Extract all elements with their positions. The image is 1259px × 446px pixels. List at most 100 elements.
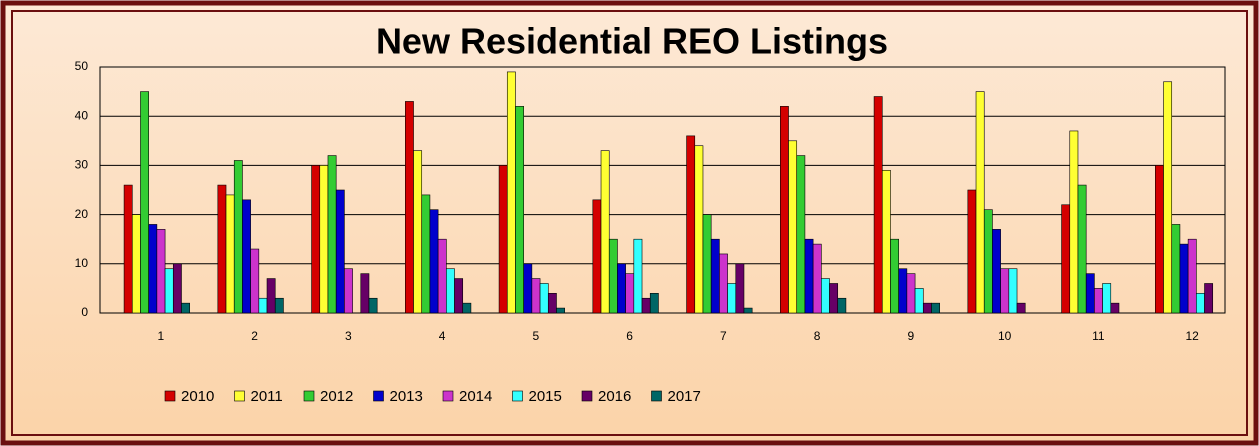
bar: [462, 302, 472, 314]
bar: [515, 106, 524, 314]
bar: [1102, 283, 1112, 314]
bar: [506, 71, 516, 314]
x-tick-label: 5: [533, 329, 540, 343]
bar: [172, 263, 182, 314]
bar: [914, 288, 924, 314]
bar: [600, 150, 610, 314]
y-tick-label: 30: [75, 158, 89, 172]
bar: [327, 155, 337, 314]
bar: [1179, 243, 1189, 314]
bar: [1085, 273, 1095, 314]
legend-label: 2011: [251, 388, 283, 405]
x-tick-label: 4: [439, 329, 446, 343]
chart-title: New Residential REO Listings: [376, 21, 888, 62]
bar: [1171, 224, 1181, 314]
bar: [1187, 238, 1197, 314]
bar: [641, 297, 651, 314]
bar: [649, 293, 659, 314]
bar: [335, 189, 345, 314]
bar: [531, 278, 541, 314]
bar: [804, 238, 814, 314]
x-tick-label: 12: [1185, 329, 1199, 343]
legend-swatch: [442, 390, 454, 402]
x-tick-label: 7: [720, 329, 727, 343]
legend-label: 2014: [459, 388, 492, 405]
bar: [311, 165, 321, 314]
bar: [181, 302, 190, 314]
bar: [454, 278, 464, 314]
x-tick-label: 11: [1092, 329, 1105, 343]
bar: [242, 199, 251, 314]
bar: [258, 297, 268, 314]
bar: [719, 253, 728, 314]
bar: [225, 194, 235, 314]
x-tick-label: 6: [626, 329, 633, 343]
x-tick-label: 1: [158, 329, 165, 343]
bar: [898, 268, 908, 314]
bar: [123, 184, 133, 314]
bar: [702, 214, 712, 314]
y-tick-label: 20: [75, 207, 89, 221]
bar: [250, 248, 260, 314]
bar: [405, 101, 414, 314]
bar: [617, 263, 626, 314]
legend-swatch: [164, 390, 176, 402]
bar: [1008, 268, 1018, 314]
bar: [686, 135, 696, 314]
bar: [446, 268, 455, 314]
legend-swatch: [651, 390, 662, 402]
y-tick-label: 10: [75, 256, 89, 270]
bar: [156, 229, 166, 314]
bar: [821, 278, 830, 314]
plot-border: [99, 66, 1226, 314]
legend-label: 2012: [320, 388, 353, 405]
legend-swatch: [234, 390, 245, 402]
bar: [539, 283, 549, 314]
bar: [556, 307, 565, 314]
bar: [421, 194, 431, 314]
bar: [1069, 130, 1079, 314]
bar: [233, 160, 243, 314]
bar: [344, 268, 353, 314]
legend-label: 2016: [598, 388, 631, 405]
legend-swatch: [373, 390, 384, 402]
bar: [694, 145, 704, 314]
legend-label: 2017: [668, 388, 701, 405]
bar: [140, 91, 149, 314]
bar: [1077, 184, 1087, 314]
bar: [967, 189, 977, 314]
x-tick-label: 3: [345, 329, 352, 343]
bar: [975, 91, 985, 314]
legend-swatch: [512, 390, 523, 402]
bar: [1155, 165, 1164, 314]
bar: [906, 273, 916, 314]
bar: [437, 238, 447, 314]
bar: [780, 106, 789, 314]
bar: [812, 243, 822, 314]
bar: [1196, 293, 1205, 314]
bar: [727, 283, 737, 314]
bar: [931, 302, 940, 314]
bar: [1061, 204, 1071, 314]
legend-label: 2015: [529, 388, 562, 405]
bar: [1000, 268, 1010, 314]
bar: [319, 165, 329, 314]
bar: [608, 238, 618, 314]
bar: [625, 273, 635, 314]
bar: [710, 238, 720, 314]
bar: [829, 283, 839, 314]
bar: [1163, 81, 1173, 314]
bar: [266, 278, 276, 314]
legend-label: 2013: [390, 388, 423, 405]
y-tick-label: 0: [81, 305, 88, 319]
bar: [796, 155, 806, 314]
x-tick-label: 9: [908, 329, 915, 343]
y-tick-label: 50: [75, 59, 89, 73]
bar: [274, 297, 284, 314]
legend-swatch: [303, 390, 315, 402]
y-tick-label: 40: [75, 108, 89, 122]
bar: [148, 224, 158, 314]
bar: [881, 170, 891, 314]
